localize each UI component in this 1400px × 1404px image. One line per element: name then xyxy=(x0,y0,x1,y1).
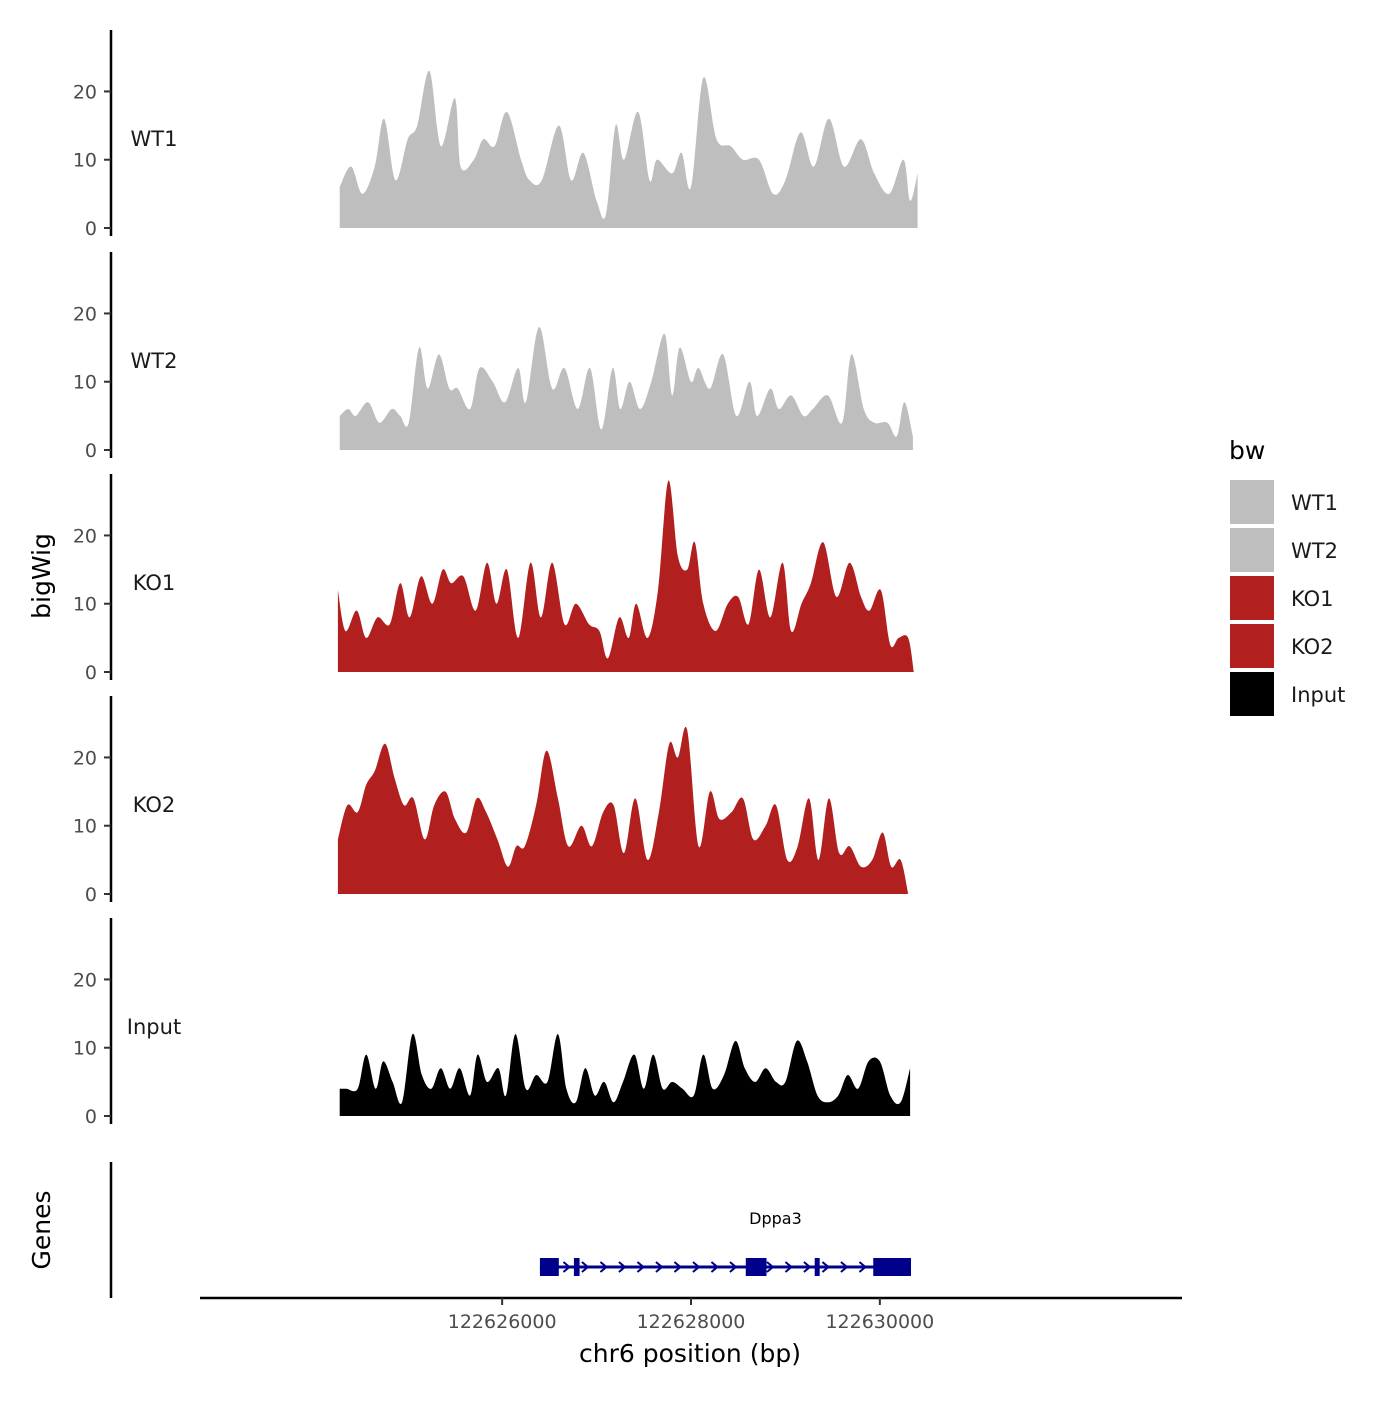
legend-key-ko1 xyxy=(1230,576,1274,620)
gene-label-dppa3: Dppa3 xyxy=(749,1209,802,1228)
area-ko2 xyxy=(337,726,909,894)
legend-label-wt1: WT1 xyxy=(1291,491,1338,515)
y-axis-title: bigWig xyxy=(27,533,56,619)
strand-arrow xyxy=(729,1261,738,1273)
legend-label-input: Input xyxy=(1291,683,1345,707)
y-tick-label-wt1-20: 20 xyxy=(73,81,97,103)
strand-arrow xyxy=(692,1261,701,1273)
y-tick-label-wt1-0: 0 xyxy=(85,218,97,240)
x-tick-label-0: 122626000 xyxy=(448,1311,557,1333)
x-axis: chr6 position (bp) 122626000 122628000 122… xyxy=(200,1296,1182,1368)
y-tick-label-wt2-20: 20 xyxy=(73,303,97,325)
track-label-ko2: KO2 xyxy=(133,793,176,817)
legend-key-wt2 xyxy=(1230,528,1274,572)
exon-3 xyxy=(745,1258,767,1276)
strand-arrow xyxy=(858,1261,867,1273)
y-tick-label-ko2-0: 0 xyxy=(85,884,97,906)
y-tick-label-input-20: 20 xyxy=(73,969,97,991)
area-ko1 xyxy=(337,480,914,672)
genes-panel: Genes Dppa3 xyxy=(27,1162,912,1298)
x-axis-title: chr6 position (bp) xyxy=(579,1339,801,1368)
exon-2 xyxy=(573,1258,580,1276)
track-label-wt2: WT2 xyxy=(131,349,178,373)
track-label-input: Input xyxy=(127,1015,181,1039)
strand-arrow xyxy=(636,1261,645,1273)
legend: bw WT1 WT2 KO1 KO2 Input xyxy=(1229,436,1345,716)
area-wt1 xyxy=(339,70,918,228)
strand-arrow xyxy=(581,1261,590,1273)
track-label-ko1: KO1 xyxy=(133,571,176,595)
y-tick-label-ko1-20: 20 xyxy=(73,525,97,547)
strand-arrow xyxy=(562,1261,571,1273)
strand-arrow xyxy=(655,1261,664,1273)
legend-key-wt1 xyxy=(1230,480,1274,524)
legend-label-ko2: KO2 xyxy=(1291,635,1334,659)
strand-arrow xyxy=(618,1261,627,1273)
y-tick-label-ko1-10: 10 xyxy=(73,594,97,616)
legend-key-input xyxy=(1230,672,1274,716)
y-tick-label-input-0: 0 xyxy=(85,1106,97,1128)
y-tick-label-wt2-0: 0 xyxy=(85,440,97,462)
strand-arrow xyxy=(673,1261,682,1273)
track-ko2: 0 10 20 KO2 xyxy=(73,696,909,906)
y-tick-label-wt2-10: 10 xyxy=(73,372,97,394)
tracks-panel: 0 10 20 WT1 0 10 20 WT2 0 10 20 KO1 0 10 20 KO2 0 10 20 Inp… xyxy=(73,30,918,1128)
y-tick-label-ko2-20: 20 xyxy=(73,747,97,769)
x-tick-label-2: 122630000 xyxy=(825,1311,934,1333)
exon-5 xyxy=(873,1258,912,1276)
track-wt1: 0 10 20 WT1 xyxy=(73,30,918,240)
legend-label-ko1: KO1 xyxy=(1291,587,1334,611)
strand-arrow xyxy=(599,1261,608,1273)
exon-4 xyxy=(814,1258,820,1276)
strand-arrow xyxy=(803,1261,812,1273)
strand-arrow xyxy=(784,1261,793,1273)
track-input: 0 10 20 Input xyxy=(73,918,911,1128)
strand-arrow xyxy=(710,1261,719,1273)
exon-1 xyxy=(539,1258,559,1276)
gene-dppa3: Dppa3 xyxy=(539,1209,912,1276)
x-tick-label-1: 122628000 xyxy=(637,1311,746,1333)
strand-arrow xyxy=(821,1261,830,1273)
legend-title: bw xyxy=(1229,436,1265,465)
y-tick-label-input-10: 10 xyxy=(73,1038,97,1060)
genes-axis-title: Genes xyxy=(27,1190,56,1269)
y-tick-label-ko2-10: 10 xyxy=(73,816,97,838)
legend-key-ko2 xyxy=(1230,624,1274,668)
y-tick-label-wt1-10: 10 xyxy=(73,150,97,172)
track-wt2: 0 10 20 WT2 xyxy=(73,252,913,462)
strand-arrow xyxy=(766,1261,775,1273)
legend-label-wt2: WT2 xyxy=(1291,539,1338,563)
track-ko1: 0 10 20 KO1 xyxy=(73,474,914,684)
area-input xyxy=(339,1033,911,1116)
strand-arrow xyxy=(840,1261,849,1273)
track-label-wt1: WT1 xyxy=(131,127,178,151)
y-tick-label-ko1-0: 0 xyxy=(85,662,97,684)
area-wt2 xyxy=(339,327,913,450)
